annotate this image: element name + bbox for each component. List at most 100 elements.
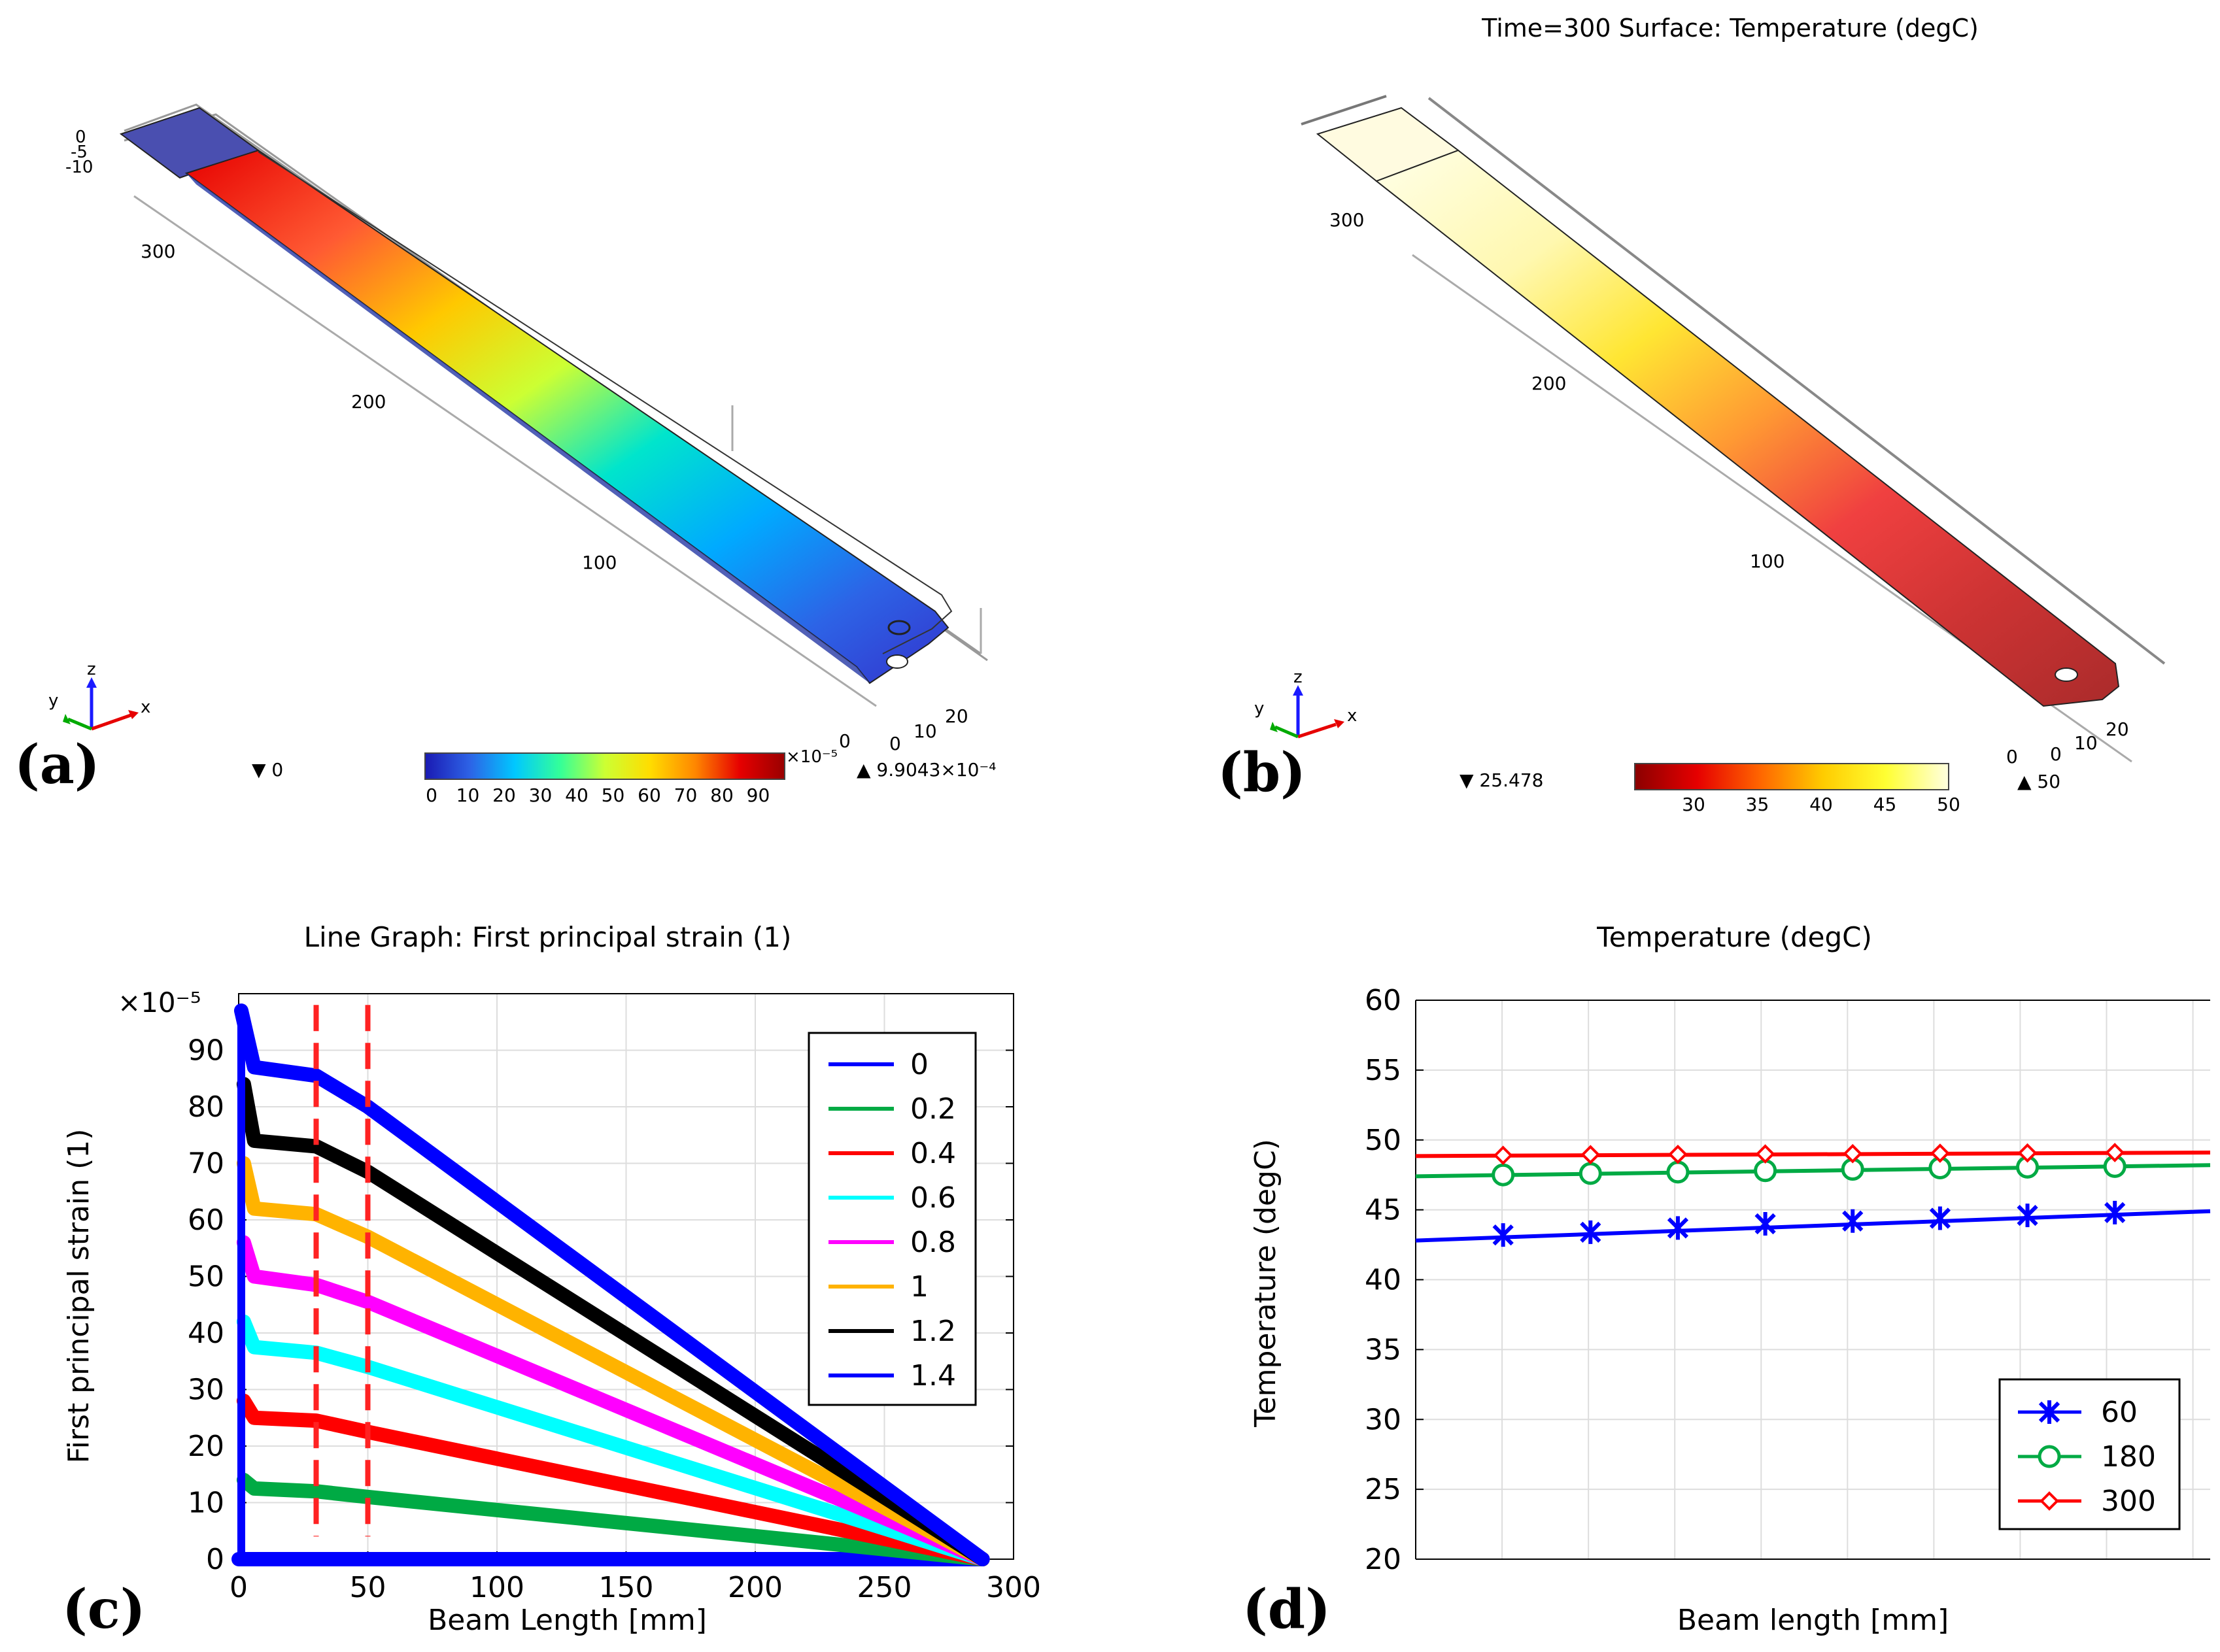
chart-c-legend-label: 1.4 bbox=[910, 1359, 956, 1392]
b-tick: 200 bbox=[1531, 373, 1566, 394]
chart-d-data-point bbox=[1579, 1162, 1602, 1185]
chart-d-xlabel: Beam length [mm] bbox=[1677, 1604, 1949, 1637]
chart-c-legend-label: 0.6 bbox=[910, 1181, 956, 1215]
chart-c-xtick: 100 bbox=[470, 1571, 524, 1604]
a-min-marker: ▼ 0 bbox=[252, 759, 283, 781]
chart-c-ytick: 40 bbox=[188, 1317, 224, 1350]
chart-c-xtick: 50 bbox=[350, 1571, 386, 1604]
chart-c-ylabel: First principal strain (1) bbox=[62, 1129, 95, 1464]
chart-d-data-point bbox=[1755, 1144, 1775, 1164]
chart-c-legend bbox=[808, 1032, 977, 1406]
chart-c-ytick: 20 bbox=[188, 1430, 224, 1463]
chart-d-legend-label: 180 bbox=[2101, 1440, 2156, 1474]
a-colorbar-tick: 40 bbox=[565, 784, 589, 806]
chart-c-xtick: 150 bbox=[599, 1571, 654, 1604]
a-colorbar-exponent: ×10⁻⁵ bbox=[786, 747, 838, 767]
chart-c-series-line bbox=[236, 1077, 990, 1566]
chart-d: Temperature (degC) 20 25 30 35 40 45 50 55 60 Beam… bbox=[1249, 921, 2211, 1637]
chart-c-series-line bbox=[236, 1472, 990, 1566]
chart-c-legend-label: 1 bbox=[910, 1270, 929, 1304]
chart-d-data-point bbox=[1754, 1159, 1777, 1183]
panel-label-b: (b) bbox=[1218, 741, 1306, 804]
b-title: Time=300 Surface: Temperature (degC) bbox=[1481, 14, 1979, 42]
b-triad-y: y bbox=[1254, 699, 1264, 718]
chart-c-title: Line Graph: First principal strain (1) bbox=[304, 921, 792, 953]
a-tick: 10 bbox=[914, 720, 937, 742]
a-colorbar-tick: 70 bbox=[674, 784, 698, 806]
a-tick: 0 bbox=[889, 733, 901, 754]
a-colorbar-tick: 90 bbox=[747, 784, 770, 806]
panel-b: Time=300 Surface: Temperature (degC) 300… bbox=[1218, 14, 2166, 815]
a-tick: 0 bbox=[839, 730, 851, 752]
panel-label-c: (c) bbox=[62, 1578, 146, 1641]
b-colorbar-tick: 35 bbox=[1746, 794, 1769, 815]
b-colorbar-tick: 30 bbox=[1682, 794, 1705, 815]
chart-c-xtick: 250 bbox=[857, 1571, 912, 1604]
a-hole bbox=[887, 620, 911, 635]
chart-c-legend-label: 1.2 bbox=[910, 1315, 956, 1348]
b-bbox-line bbox=[1301, 95, 1387, 126]
chart-c-ytick: 10 bbox=[188, 1487, 224, 1520]
b-tick: 0 bbox=[2050, 743, 2062, 765]
a-axis-triad: z x y bbox=[48, 660, 150, 731]
panel-label-a: (a) bbox=[14, 733, 100, 796]
chart-c-xlabel: Beam Length [mm] bbox=[428, 1604, 707, 1637]
a-tick: 200 bbox=[351, 391, 386, 413]
chart-d-data-point bbox=[1666, 1160, 1690, 1184]
chart-c-series-line bbox=[233, 1003, 990, 1566]
chart-c-legend-label: 0.8 bbox=[910, 1226, 956, 1259]
b-colorbar-ticks: 30 35 40 45 50 bbox=[1682, 794, 1960, 815]
chart-d-legend-marker bbox=[2038, 1445, 2061, 1468]
a-tick: 300 bbox=[141, 241, 175, 262]
chart-d-data-point bbox=[1492, 1163, 1515, 1187]
chart-c-xtick: 0 bbox=[230, 1571, 248, 1604]
b-max-marker: ▲ 50 bbox=[2017, 771, 2060, 792]
chart-d-ytick: 35 bbox=[1365, 1333, 1401, 1366]
chart-c-xtick: 300 bbox=[986, 1571, 1041, 1604]
a-colorbar-tick: 10 bbox=[456, 784, 480, 806]
a-beam-surface bbox=[184, 149, 949, 684]
chart-d-ytick: 25 bbox=[1365, 1473, 1401, 1506]
b-beam-surface bbox=[1375, 149, 2120, 707]
chart-d-data-point bbox=[1580, 1145, 1601, 1165]
a-colorbar-tick: 50 bbox=[602, 784, 625, 806]
a-colorbar-tick: 20 bbox=[492, 784, 516, 806]
b-tick: 300 bbox=[1329, 209, 1364, 231]
chart-c-ytick: 90 bbox=[188, 1034, 224, 1068]
chart-c-xtick: 200 bbox=[728, 1571, 783, 1604]
b-min-marker: ▼ 25.478 bbox=[1460, 769, 1543, 791]
b-tick: 20 bbox=[2106, 718, 2129, 740]
a-tick: 0 bbox=[75, 127, 86, 147]
chart-d-legend-label: 300 bbox=[2101, 1485, 2156, 1518]
a-tick: -5 bbox=[71, 143, 88, 162]
b-axis-triad: z x y bbox=[1254, 667, 1357, 739]
chart-d-ylabel: Temperature (degC) bbox=[1249, 1139, 1282, 1428]
chart-d-series-line bbox=[1415, 1209, 2211, 1243]
a-bbox-line bbox=[133, 195, 877, 707]
a-triad-y: y bbox=[48, 691, 58, 711]
chart-c: Line Graph: First principal strain (1) 0 5… bbox=[62, 921, 1041, 1637]
chart-d-data-point bbox=[1668, 1144, 1688, 1164]
chart-d-title: Temperature (degC) bbox=[1596, 921, 1872, 953]
a-hole bbox=[886, 654, 908, 669]
a-tick: 20 bbox=[945, 705, 968, 727]
chart-c-legend-label: 0.2 bbox=[910, 1092, 956, 1126]
b-colorbar bbox=[1634, 763, 1949, 790]
a-beam-edge bbox=[186, 173, 870, 683]
chart-c-ytick: 60 bbox=[188, 1204, 224, 1237]
panel-a: 0 -5 -10 300 200 100 0 0 10 20 z x y (a)… bbox=[14, 103, 997, 806]
chart-d-series-line bbox=[1415, 1163, 2211, 1179]
chart-d-ytick: 40 bbox=[1365, 1264, 1401, 1297]
chart-d-ytick: 20 bbox=[1365, 1543, 1401, 1576]
a-max-marker: ▲ 9.9043×10⁻⁴ bbox=[857, 759, 997, 781]
chart-c-ytick: 0 bbox=[206, 1543, 224, 1576]
chart-c-legend-label: 0.4 bbox=[910, 1137, 956, 1170]
a-tick: -10 bbox=[65, 158, 93, 177]
chart-c-ytick: 80 bbox=[188, 1090, 224, 1124]
a-colorbar-tick: 80 bbox=[710, 784, 734, 806]
b-tick: 100 bbox=[1750, 550, 1785, 572]
chart-d-data-point bbox=[2105, 1143, 2125, 1162]
chart-c-ytick: 50 bbox=[188, 1260, 224, 1294]
chart-d-legend-marker bbox=[2040, 1491, 2059, 1511]
